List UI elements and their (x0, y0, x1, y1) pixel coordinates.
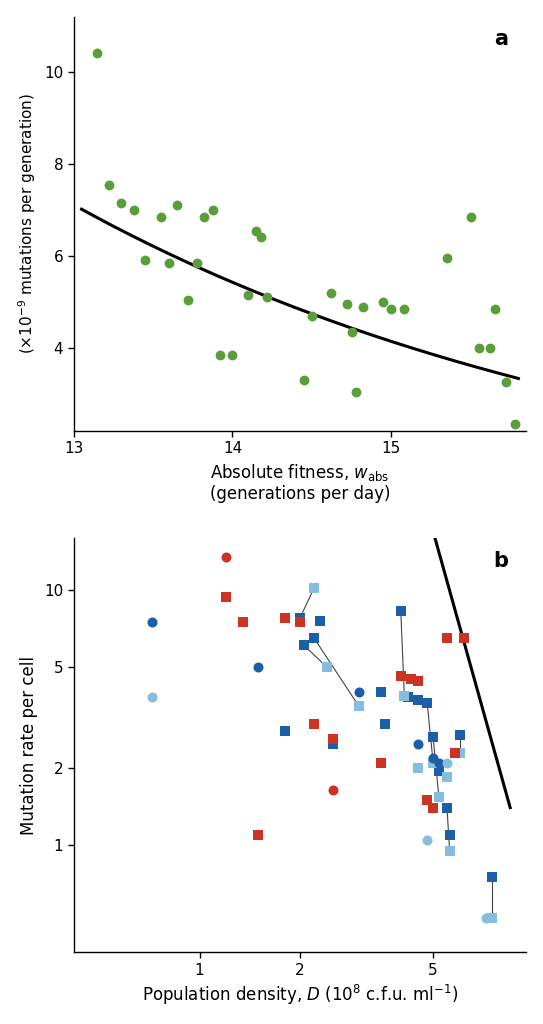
Point (460, 630, 469, 646)
Point (455, 727, 464, 743)
Point (141, 252, 149, 268)
Point (148, 614, 156, 631)
Point (443, 769, 451, 785)
Point (475, 340, 483, 356)
Point (328, 781, 337, 798)
Text: b: b (493, 551, 508, 570)
Point (347, 324, 356, 340)
X-axis label: Population density, $D$ (10$^8$ c.f.u. ml$^{-1}$): Population density, $D$ (10$^8$ c.f.u. m… (142, 983, 458, 1008)
Point (358, 298, 367, 314)
Point (281, 609, 289, 626)
Point (296, 614, 305, 631)
Point (423, 793, 432, 809)
Point (443, 630, 451, 646)
Point (429, 750, 438, 766)
Point (396, 668, 405, 684)
Point (466, 209, 475, 225)
Point (396, 603, 405, 620)
Point (403, 689, 412, 706)
Point (173, 197, 181, 213)
Point (455, 744, 464, 761)
Point (511, 416, 520, 432)
Point (434, 763, 443, 779)
Point (216, 346, 224, 362)
Point (387, 301, 396, 317)
Point (429, 755, 438, 771)
Point (423, 695, 432, 712)
Point (263, 289, 272, 305)
Y-axis label: ($\times$10$^{-9}$ mutations per generation): ($\times$10$^{-9}$ mutations per generat… (17, 93, 39, 354)
Point (450, 744, 459, 761)
Point (307, 307, 316, 324)
Point (488, 868, 496, 885)
Point (443, 755, 451, 771)
Point (482, 909, 490, 926)
Point (429, 729, 438, 745)
Point (443, 800, 451, 816)
Point (193, 255, 202, 271)
Point (209, 202, 218, 218)
Point (445, 843, 454, 859)
Point (488, 909, 496, 926)
Point (434, 788, 443, 805)
Point (239, 614, 248, 631)
Point (352, 383, 361, 399)
Point (377, 683, 386, 699)
Point (501, 374, 510, 390)
Y-axis label: Mutation rate per cell: Mutation rate per cell (21, 655, 39, 835)
Point (414, 760, 422, 776)
Point (316, 612, 325, 629)
Point (222, 589, 230, 605)
Point (490, 301, 499, 317)
Point (414, 673, 422, 689)
Point (326, 285, 335, 301)
Point (310, 630, 318, 646)
Point (310, 580, 318, 596)
Point (300, 372, 308, 388)
Point (429, 800, 438, 816)
Point (328, 731, 337, 748)
Text: a: a (494, 29, 508, 49)
Point (117, 195, 125, 211)
Point (299, 637, 308, 653)
Point (252, 222, 261, 239)
Point (328, 735, 337, 752)
Point (244, 287, 252, 303)
Point (343, 296, 351, 312)
Point (165, 255, 173, 271)
Point (104, 176, 113, 193)
Point (407, 671, 415, 687)
Point (434, 755, 443, 771)
Point (222, 549, 230, 565)
Point (254, 826, 263, 843)
Point (400, 688, 409, 705)
Point (228, 346, 237, 362)
Point (257, 229, 266, 246)
Point (199, 209, 208, 225)
Point (379, 294, 388, 310)
Point (355, 698, 363, 715)
Point (322, 658, 331, 675)
Point (381, 716, 390, 732)
Point (377, 755, 386, 771)
Point (414, 692, 422, 709)
Point (400, 301, 408, 317)
Point (485, 340, 494, 356)
Point (156, 209, 165, 225)
Point (355, 683, 363, 699)
Point (423, 831, 432, 848)
X-axis label: Absolute fitness, $w_\mathregular{abs}$
(generations per day): Absolute fitness, $w_\mathregular{abs}$ … (210, 462, 390, 504)
Point (281, 723, 289, 739)
Point (414, 735, 422, 752)
Point (445, 826, 454, 843)
Point (93, 45, 102, 61)
Point (310, 716, 318, 732)
Point (148, 689, 156, 706)
Point (184, 292, 192, 308)
Point (296, 609, 305, 626)
Point (443, 250, 451, 266)
Point (130, 202, 138, 218)
Point (254, 658, 263, 675)
